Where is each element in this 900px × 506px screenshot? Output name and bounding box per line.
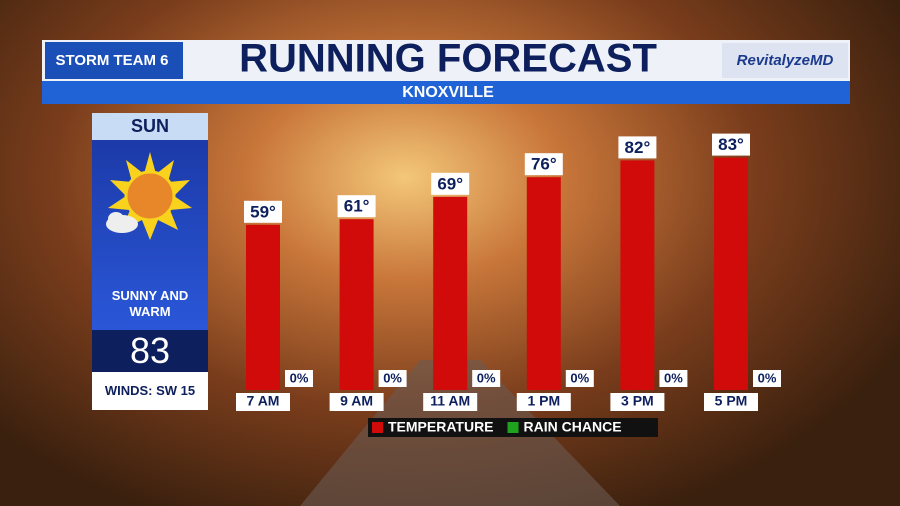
- day-panel: SUN SUNNY AND WARM 83 WINDS: SW 15: [92, 113, 208, 410]
- title: RUNNING FORECAST: [239, 37, 657, 81]
- label-box: [712, 133, 750, 156]
- x-tick-label: 3 PM: [621, 393, 654, 409]
- category-box: [423, 393, 478, 411]
- x-tick-label: 5 PM: [715, 393, 748, 409]
- day: SUN: [92, 113, 208, 140]
- x-tick-label: 9 AM: [340, 393, 373, 409]
- label-box: [472, 370, 501, 387]
- label-box: [285, 370, 313, 387]
- sponsor: RevitalyzeMD: [737, 52, 834, 69]
- legend-label: RAIN CHANCE: [524, 419, 622, 435]
- category-box: [236, 393, 290, 411]
- category-box: [329, 393, 384, 411]
- category-box: [704, 393, 758, 411]
- label-box: [659, 370, 688, 387]
- rain-label: 0%: [477, 370, 496, 385]
- logo-box: [45, 42, 183, 79]
- legend-swatch: [507, 422, 519, 433]
- label-box: [618, 136, 657, 159]
- temp-bar: [620, 160, 655, 390]
- rain-label: 0%: [383, 370, 402, 385]
- temp-bar: [246, 224, 280, 390]
- temp-label: 61°: [344, 197, 370, 216]
- label-box: [337, 195, 376, 218]
- temp-bar: [433, 196, 468, 390]
- legend-label: TEMPERATURE: [388, 419, 494, 435]
- high-temp: 83: [92, 330, 208, 372]
- winds: WINDS: SW 15: [92, 372, 208, 410]
- category-box: [610, 393, 665, 411]
- location: KNOXVILLE: [402, 84, 494, 101]
- temp-bar: [714, 157, 748, 390]
- temp-label: 59°: [250, 202, 276, 221]
- label-box: [378, 370, 407, 387]
- x-tick-label: 7 AM: [247, 393, 280, 409]
- x-tick-label: 1 PM: [527, 393, 560, 409]
- sponsor-box: [722, 43, 848, 78]
- temp-bar: [526, 177, 561, 390]
- sun-icon: [106, 152, 192, 240]
- condition: SUNNY AND WARM: [111, 288, 189, 319]
- legend-swatch: [372, 422, 383, 433]
- x-tick-label: 11 AM: [430, 393, 470, 409]
- rain-label: 0%: [758, 370, 777, 385]
- temp-label: 82°: [625, 138, 651, 157]
- label-box: [244, 200, 282, 223]
- icon-box: [92, 140, 208, 330]
- rain-label: 0%: [290, 370, 309, 385]
- temp-label: 76°: [531, 155, 557, 174]
- temp-bar: [339, 219, 374, 390]
- logo: STORM TEAM 6: [55, 52, 168, 69]
- label-box: [565, 370, 594, 387]
- label-box: [753, 370, 781, 387]
- rain-label: 0%: [664, 370, 683, 385]
- temp-label: 83°: [718, 135, 744, 154]
- location-bar: [42, 81, 850, 104]
- label-box: [524, 153, 563, 176]
- rain-label: 0%: [570, 370, 589, 385]
- label-box: [431, 172, 470, 195]
- category-box: [516, 393, 571, 411]
- temp-label: 69°: [437, 174, 463, 193]
